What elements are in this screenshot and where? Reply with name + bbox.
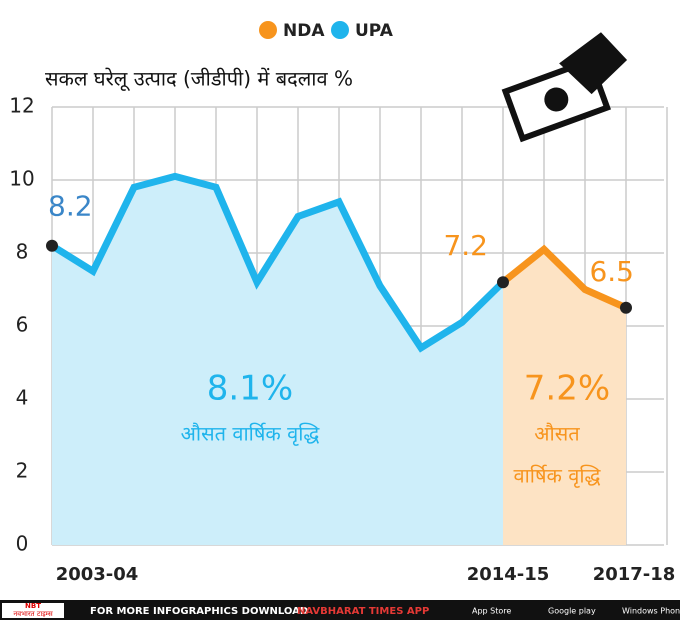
- annotation: 7.2%: [524, 369, 610, 409]
- footer-logo: नवभारत टाइम्स: [13, 610, 53, 618]
- y-tick-label: 4: [16, 386, 29, 410]
- point: [620, 301, 632, 314]
- annotation-sub: वार्षिक वृद्धि: [513, 464, 601, 489]
- legend-swatch: [259, 21, 277, 39]
- money-icon: [501, 32, 628, 143]
- legend-label: UPA: [355, 21, 394, 41]
- point: [497, 276, 509, 289]
- store-badge: Google play: [548, 607, 596, 616]
- y-tick-label: 2: [16, 459, 29, 483]
- annotation-sub: औसत: [534, 422, 580, 446]
- point: [46, 239, 58, 252]
- x-tick-label: 2003-04: [56, 564, 139, 585]
- annotation-sub: औसत वार्षिक वृद्धि: [181, 422, 321, 447]
- line: [500, 244, 628, 311]
- y-tick-label: 12: [9, 94, 34, 118]
- y-tick-label: 8: [16, 240, 29, 264]
- data-label: 7.2: [443, 229, 488, 262]
- data-label: 6.5: [589, 255, 634, 288]
- footer-bar: [0, 600, 680, 620]
- x-tick-label: 2014-15: [467, 564, 550, 585]
- line: [50, 172, 506, 353]
- y-tick-label: 0: [16, 532, 29, 556]
- x-tick-label: 2017-18: [593, 564, 676, 585]
- y-tick-label: 10: [9, 167, 34, 191]
- store-badge: App Store: [472, 607, 511, 616]
- footer-app: NAVBHARAT TIMES APP: [297, 606, 429, 617]
- annotation: 8.1%: [207, 369, 293, 409]
- area: [503, 249, 626, 545]
- legend-label: NDA: [283, 21, 325, 41]
- footer-logo-box: [2, 603, 64, 618]
- footer-text: FOR MORE INFOGRAPHICS DOWNLOAD: [90, 606, 308, 617]
- store-badge: Windows Phone: [622, 607, 680, 616]
- area: [52, 176, 503, 545]
- legend-swatch: [331, 21, 349, 39]
- y-tick-label: 6: [16, 313, 29, 337]
- data-label: 8.2: [48, 190, 93, 223]
- chart-title: सकल घरेलू उत्पाद (जीडीपी) में बदलाव %: [45, 67, 353, 92]
- footer-logo-top: NBT: [25, 602, 41, 610]
